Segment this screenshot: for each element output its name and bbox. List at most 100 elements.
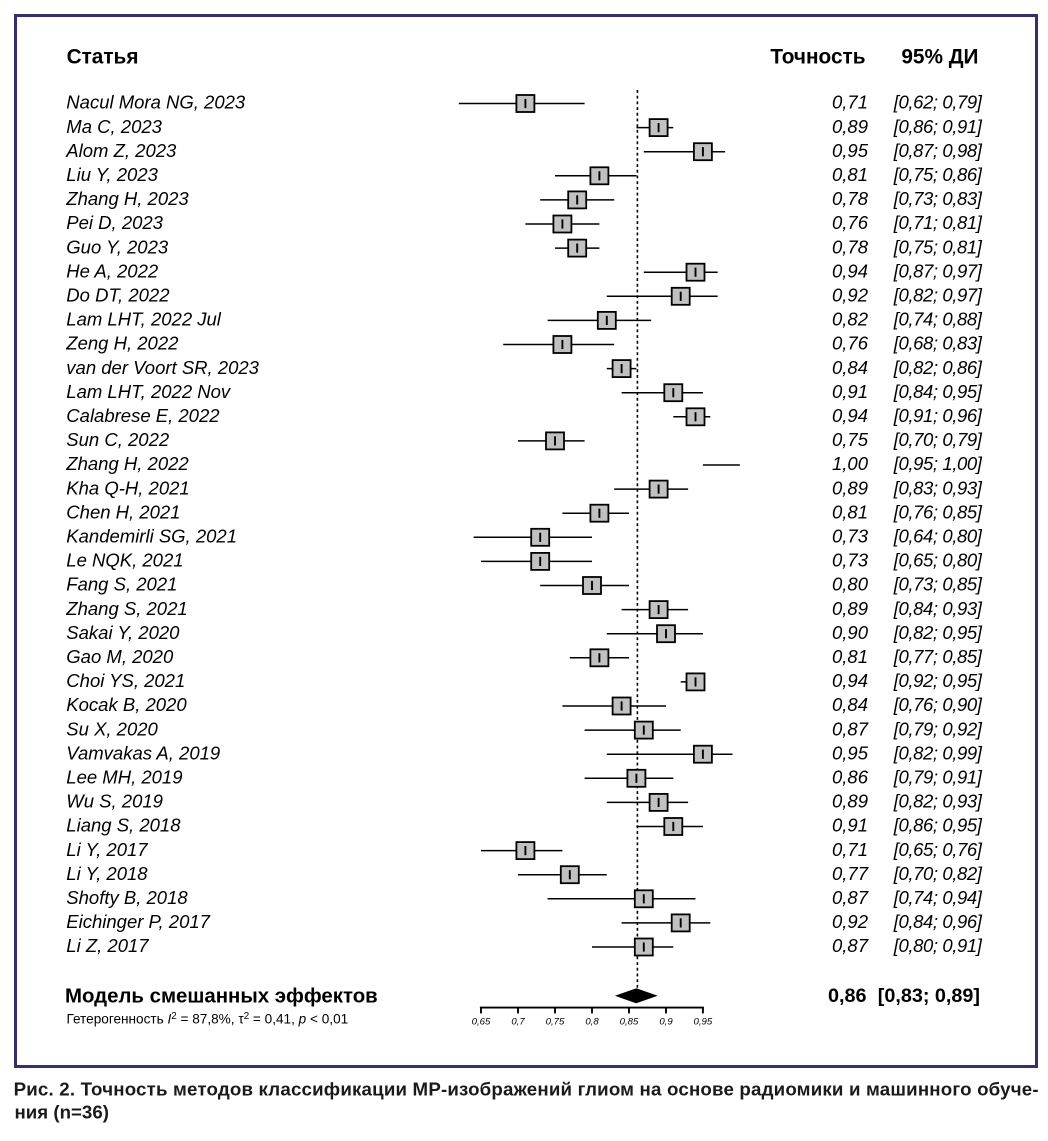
svg-text:95% ДИ: 95% ДИ: [901, 45, 978, 68]
svg-text:[0,82; 0,97]: [0,82; 0,97]: [893, 285, 983, 306]
svg-text:0,87: 0,87: [832, 935, 869, 956]
svg-text:Li Z, 2017: Li Z, 2017: [66, 935, 149, 956]
svg-text:Su X, 2020: Su X, 2020: [66, 718, 158, 739]
svg-text:[0,65; 0,76]: [0,65; 0,76]: [893, 839, 983, 860]
svg-text:[0,83; 0,89]: [0,83; 0,89]: [878, 985, 980, 1007]
svg-text:Zeng H, 2022: Zeng H, 2022: [65, 333, 179, 354]
svg-text:Vamvakas A, 2019: Vamvakas A, 2019: [66, 742, 220, 763]
svg-text:Nacul Mora NG, 2023: Nacul Mora NG, 2023: [66, 92, 246, 113]
svg-text:0,95: 0,95: [832, 140, 869, 161]
svg-text:0,85: 0,85: [620, 1017, 639, 1028]
svg-text:0,86: 0,86: [832, 767, 869, 788]
svg-text:0,75: 0,75: [832, 429, 869, 450]
svg-text:[0,79; 0,92]: [0,79; 0,92]: [893, 718, 983, 739]
svg-text:Chen H, 2021: Chen H, 2021: [66, 501, 180, 522]
svg-text:Li Y, 2018: Li Y, 2018: [66, 863, 148, 884]
svg-text:Lee MH, 2019: Lee MH, 2019: [66, 767, 182, 788]
svg-text:[0,62; 0,79]: [0,62; 0,79]: [893, 92, 983, 113]
svg-text:[0,87; 0,98]: [0,87; 0,98]: [893, 140, 983, 161]
svg-text:Модель смешанных эффектов: Модель смешанных эффектов: [65, 985, 378, 1007]
svg-text:Liu Y, 2023: Liu Y, 2023: [66, 164, 158, 185]
svg-text:[0,82; 0,95]: [0,82; 0,95]: [893, 622, 983, 643]
svg-text:0,89: 0,89: [832, 791, 868, 812]
svg-text:Zhang H, 2023: Zhang H, 2023: [65, 188, 189, 209]
svg-text:He A, 2022: He A, 2022: [66, 260, 159, 281]
svg-text:0,89: 0,89: [832, 598, 868, 619]
svg-text:Le NQK, 2021: Le NQK, 2021: [66, 550, 183, 571]
svg-text:ния (n=36): ния (n=36): [15, 1101, 109, 1122]
svg-text:Zhang H, 2022: Zhang H, 2022: [65, 453, 189, 474]
svg-text:0,95: 0,95: [694, 1017, 713, 1028]
svg-text:0,78: 0,78: [832, 188, 869, 209]
svg-text:0,65: 0,65: [472, 1017, 491, 1028]
svg-text:[0,84; 0,95]: [0,84; 0,95]: [893, 381, 983, 402]
svg-text:Kocak B, 2020: Kocak B, 2020: [66, 694, 187, 715]
svg-text:Рис. 2. Точность методов класс: Рис. 2. Точность методов классификации М…: [14, 1079, 1039, 1100]
svg-text:[0,74; 0,94]: [0,74; 0,94]: [893, 887, 983, 908]
svg-text:Shofty B, 2018: Shofty B, 2018: [66, 887, 188, 908]
svg-text:0,73: 0,73: [832, 550, 869, 571]
svg-text:Choi YS, 2021: Choi YS, 2021: [66, 670, 185, 691]
svg-text:Sakai Y, 2020: Sakai Y, 2020: [66, 622, 180, 643]
svg-text:[0,91; 0,96]: [0,91; 0,96]: [893, 405, 983, 426]
svg-text:[0,80; 0,91]: [0,80; 0,91]: [893, 935, 983, 956]
svg-text:[0,76; 0,90]: [0,76; 0,90]: [893, 694, 983, 715]
svg-text:0,81: 0,81: [832, 646, 868, 667]
svg-text:0,80: 0,80: [832, 574, 869, 595]
svg-text:0,91: 0,91: [832, 381, 868, 402]
svg-text:0,75: 0,75: [546, 1017, 565, 1028]
svg-text:[0,70; 0,79]: [0,70; 0,79]: [893, 429, 983, 450]
svg-text:Alom Z, 2023: Alom Z, 2023: [65, 140, 177, 161]
svg-text:Gao M, 2020: Gao M, 2020: [66, 646, 174, 667]
svg-text:0,76: 0,76: [832, 333, 869, 354]
svg-text:[0,77; 0,85]: [0,77; 0,85]: [893, 646, 983, 667]
svg-text:Lam LHT, 2022 Nov: Lam LHT, 2022 Nov: [66, 381, 232, 402]
svg-text:[0,75; 0,81]: [0,75; 0,81]: [893, 236, 983, 257]
svg-text:1,00: 1,00: [832, 453, 869, 474]
svg-text:Ma C, 2023: Ma C, 2023: [66, 116, 162, 137]
svg-text:0,84: 0,84: [832, 694, 868, 715]
svg-text:van der Voort SR, 2023: van der Voort SR, 2023: [66, 357, 259, 378]
svg-text:Гетерогенность I2 = 87,8%, τ2: Гетерогенность I2 = 87,8%, τ2 = 0,41, p …: [67, 1011, 349, 1027]
svg-text:0,90: 0,90: [832, 622, 869, 643]
svg-text:Do DT, 2022: Do DT, 2022: [66, 285, 170, 306]
svg-text:Kha Q-H, 2021: Kha Q-H, 2021: [66, 477, 189, 498]
svg-text:[0,76; 0,85]: [0,76; 0,85]: [893, 501, 983, 522]
svg-text:[0,79; 0,91]: [0,79; 0,91]: [893, 767, 983, 788]
svg-text:0,92: 0,92: [832, 285, 869, 306]
svg-text:Calabrese E, 2022: Calabrese E, 2022: [66, 405, 220, 426]
svg-text:Eichinger P, 2017: Eichinger P, 2017: [66, 911, 210, 932]
svg-text:[0,82; 0,93]: [0,82; 0,93]: [893, 791, 983, 812]
svg-text:Sun C, 2022: Sun C, 2022: [66, 429, 170, 450]
svg-text:[0,68; 0,83]: [0,68; 0,83]: [893, 333, 983, 354]
svg-text:Liang S, 2018: Liang S, 2018: [66, 815, 181, 836]
svg-text:[0,87; 0,97]: [0,87; 0,97]: [893, 260, 983, 281]
svg-text:Pei D, 2023: Pei D, 2023: [66, 212, 163, 233]
svg-text:0,92: 0,92: [832, 911, 869, 932]
svg-text:0,87: 0,87: [832, 887, 869, 908]
svg-text:[0,82; 0,86]: [0,82; 0,86]: [893, 357, 983, 378]
svg-text:0,7: 0,7: [511, 1017, 525, 1028]
svg-text:0,86: 0,86: [828, 985, 867, 1007]
svg-text:Lam LHT, 2022 Jul: Lam LHT, 2022 Jul: [66, 309, 221, 330]
svg-text:[0,84; 0,96]: [0,84; 0,96]: [893, 911, 983, 932]
svg-text:Fang S, 2021: Fang S, 2021: [66, 574, 177, 595]
svg-text:0,89: 0,89: [832, 477, 868, 498]
svg-text:[0,70; 0,82]: [0,70; 0,82]: [893, 863, 983, 884]
svg-text:Статья: Статья: [67, 45, 139, 68]
svg-text:0,84: 0,84: [832, 357, 868, 378]
svg-text:0,76: 0,76: [832, 212, 869, 233]
svg-text:Zhang S, 2021: Zhang S, 2021: [65, 598, 187, 619]
svg-text:[0,71; 0,81]: [0,71; 0,81]: [893, 212, 983, 233]
svg-text:[0,82; 0,99]: [0,82; 0,99]: [893, 742, 983, 763]
svg-text:0,94: 0,94: [832, 260, 868, 281]
svg-text:0,87: 0,87: [832, 718, 869, 739]
svg-text:[0,92; 0,95]: [0,92; 0,95]: [893, 670, 983, 691]
svg-text:[0,95; 1,00]: [0,95; 1,00]: [893, 453, 983, 474]
svg-text:[0,83; 0,93]: [0,83; 0,93]: [893, 477, 983, 498]
svg-text:0,94: 0,94: [832, 405, 868, 426]
svg-text:[0,73; 0,85]: [0,73; 0,85]: [893, 574, 983, 595]
svg-text:0,77: 0,77: [832, 863, 869, 884]
svg-text:[0,73; 0,83]: [0,73; 0,83]: [893, 188, 983, 209]
svg-text:[0,84; 0,93]: [0,84; 0,93]: [893, 598, 983, 619]
